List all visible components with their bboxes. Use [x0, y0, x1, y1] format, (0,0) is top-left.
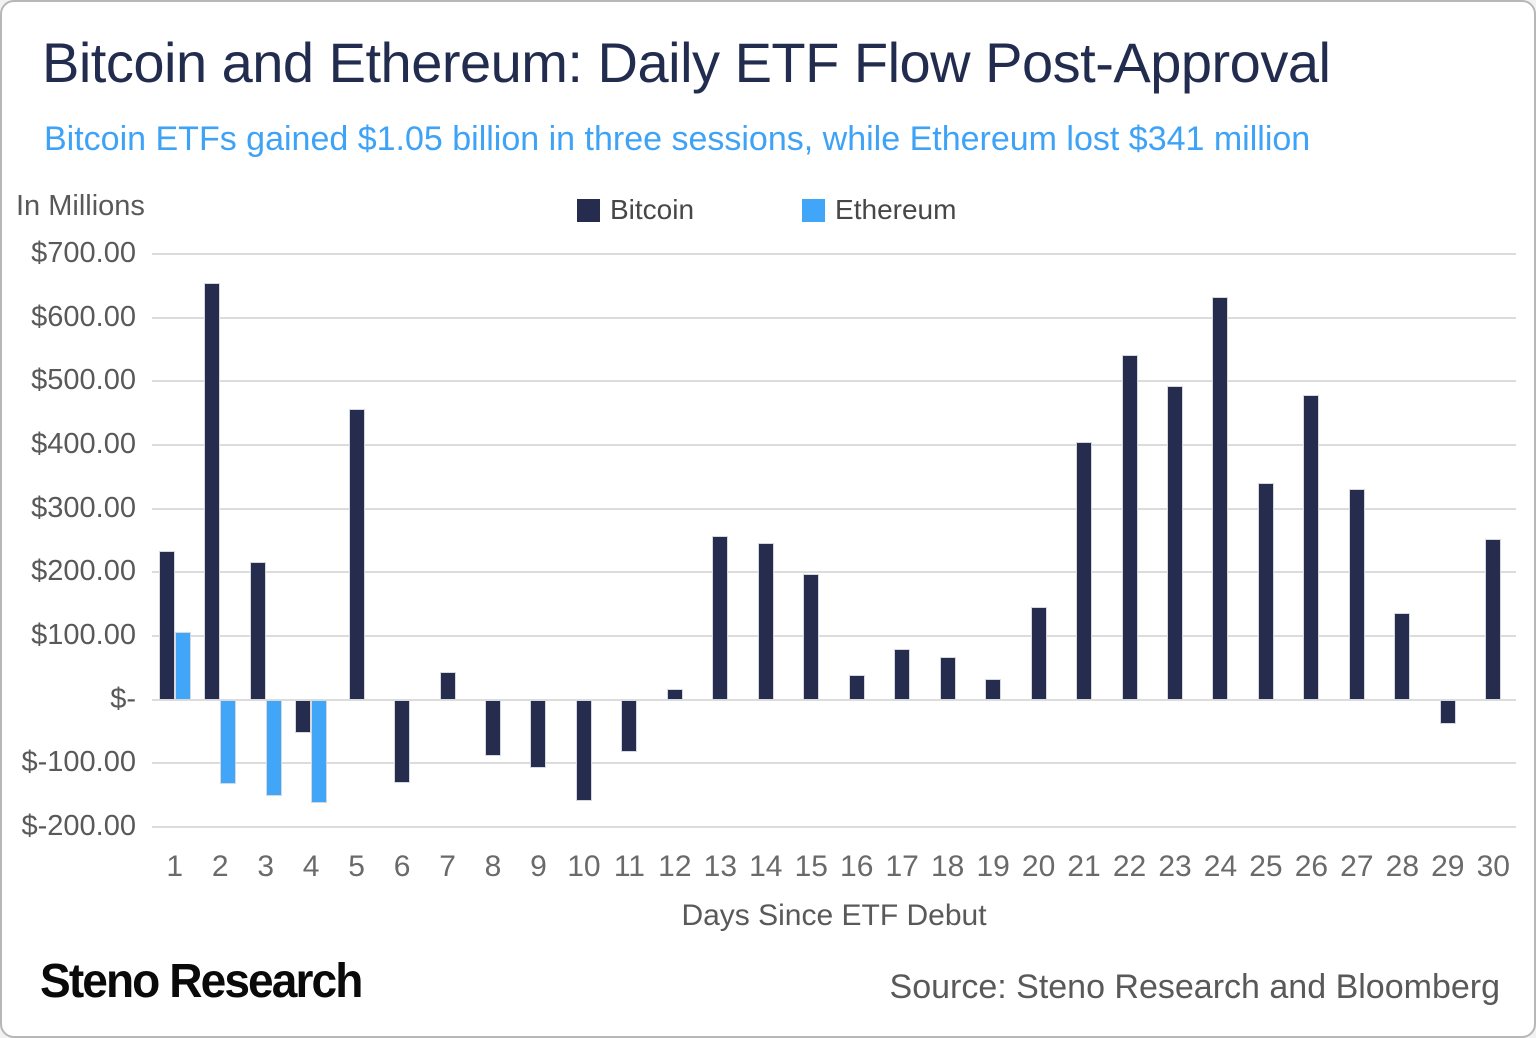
bitcoin-bar-day-23 [1167, 385, 1183, 700]
ethereum-bar-day-1 [174, 631, 191, 700]
source-attribution: Source: Steno Research and Bloomberg [889, 968, 1500, 1006]
x-axis-tick-label: 17 [885, 850, 919, 883]
bitcoin-bar-day-26 [1303, 394, 1320, 700]
bitcoin-bar-day-27 [1348, 488, 1365, 700]
bitcoin-bar-day-12 [666, 689, 683, 700]
bitcoin-bar-day-4 [295, 699, 312, 734]
x-axis-tick-label: 10 [567, 850, 601, 883]
legend-label: Ethereum [835, 194, 957, 225]
x-axis-tick-label: 5 [348, 850, 365, 883]
bitcoin-bar-day-15 [803, 573, 820, 700]
x-axis-tick-label: 30 [1476, 850, 1510, 883]
gridline [152, 826, 1516, 828]
gridline [152, 762, 1516, 765]
y-axis-tick-label: $300.00 [31, 491, 136, 524]
bitcoin-bar-day-8 [485, 699, 501, 756]
x-axis-tick-label: 18 [930, 850, 965, 883]
y-axis-tick-label: $600.00 [31, 300, 136, 333]
x-axis-tick-label: 3 [257, 850, 274, 883]
bitcoin-bar-day-22 [1121, 354, 1138, 700]
bitcoin-bar-day-30 [1485, 539, 1502, 700]
x-axis-tick-label: 16 [840, 850, 874, 883]
gridline [152, 698, 1516, 701]
legend-label: Bitcoin [610, 194, 695, 225]
x-axis-tick-label: 11 [613, 850, 645, 883]
ethereum-legend-swatch-icon [802, 198, 826, 222]
x-axis-tick-label: 29 [1431, 850, 1465, 883]
bitcoin-bar-day-17 [894, 648, 911, 700]
bitcoin-bar-day-11 [621, 699, 638, 752]
y-axis-tick-label: $- [110, 682, 136, 715]
x-axis-tick-label: 7 [439, 850, 456, 883]
bitcoin-bar-day-24 [1212, 296, 1229, 700]
x-axis-tick-label: 23 [1158, 850, 1192, 883]
legend: Bitcoin Ethereum [577, 194, 956, 226]
y-axis-tick-label: $700.00 [31, 237, 136, 269]
x-axis-tick-label: 8 [484, 850, 502, 883]
gridline [152, 253, 1516, 255]
bitcoin-bar-day-19 [985, 678, 1002, 700]
x-axis-tick-label: 22 [1112, 850, 1147, 883]
ethereum-bar-day-4 [311, 699, 328, 804]
bitcoin-bar-day-9 [530, 699, 547, 769]
x-axis-tick-label: 2 [211, 850, 229, 883]
x-axis-tick-label: 25 [1249, 850, 1283, 883]
bitcoin-bar-day-10 [575, 699, 592, 801]
x-axis-tick-label: 12 [658, 850, 692, 883]
gridline [152, 507, 1516, 510]
x-axis-tick-label: 20 [1021, 850, 1056, 883]
x-axis-tick-label: 28 [1385, 850, 1420, 883]
x-axis-tick-label: 21 [1067, 850, 1101, 883]
bitcoin-bar-day-5 [348, 409, 365, 700]
x-axis-tick-label: 15 [794, 850, 828, 883]
legend-item-bitcoin: Bitcoin [577, 194, 694, 226]
x-axis-tick-label: 19 [976, 850, 1010, 883]
y-axis-tick-label: $-200.00 [21, 810, 137, 842]
chart-subtitle: Bitcoin ETFs gained $1.05 billion in thr… [44, 120, 1311, 158]
y-axis-tick-label: $400.00 [31, 428, 136, 460]
chart-title: Bitcoin and Ethereum: Daily ETF Flow Pos… [42, 31, 1331, 94]
x-axis-tick-label: 9 [530, 850, 547, 883]
bitcoin-bar-day-14 [757, 543, 774, 700]
y-axis-tick-label: $200.00 [31, 555, 136, 588]
gridline [152, 316, 1516, 319]
x-axis-tick-label: 26 [1294, 850, 1329, 883]
x-axis-tick-label: 24 [1203, 850, 1238, 883]
plot-area [152, 253, 1516, 828]
legend-item-ethereum: Ethereum [802, 194, 956, 226]
bitcoin-bar-day-2 [204, 282, 221, 700]
bitcoin-bar-day-1 [158, 550, 175, 700]
bitcoin-legend-swatch-icon [577, 198, 600, 222]
x-axis-tick-label: 1 [166, 850, 184, 883]
bitcoin-bar-day-3 [249, 561, 266, 700]
gridline [152, 635, 1516, 637]
bitcoin-bar-day-16 [848, 675, 865, 700]
x-axis-title: Days Since ETF Debut [681, 899, 987, 932]
y-axis-tick-label: $-100.00 [21, 746, 137, 779]
y-axis-units-label: In Millions [16, 190, 145, 222]
gridline [152, 444, 1516, 446]
x-axis-tick-label: 14 [749, 850, 783, 883]
bitcoin-bar-day-25 [1257, 482, 1274, 700]
bitcoin-bar-day-21 [1076, 441, 1093, 700]
bitcoin-bar-day-29 [1439, 699, 1456, 724]
y-axis-tick-label: $100.00 [31, 619, 136, 651]
gridline [152, 380, 1516, 383]
bitcoin-bar-day-6 [394, 699, 411, 784]
x-axis-tick-label: 4 [302, 850, 320, 883]
ethereum-bar-day-2 [220, 699, 237, 785]
bitcoin-bar-day-18 [939, 657, 956, 700]
ethereum-bar-day-3 [265, 699, 282, 797]
bitcoin-bar-day-7 [439, 671, 456, 700]
x-axis-tick-label: 13 [703, 850, 738, 883]
bitcoin-bar-day-13 [712, 536, 729, 700]
bitcoin-bar-day-20 [1030, 606, 1047, 700]
gridline [152, 571, 1516, 574]
x-axis-tick-label: 6 [393, 850, 411, 883]
bitcoin-bar-day-28 [1394, 613, 1411, 700]
y-axis-tick-label: $500.00 [31, 364, 136, 397]
x-axis-tick-label: 27 [1340, 850, 1374, 883]
steno-research-logo: Steno Research [40, 955, 363, 1008]
